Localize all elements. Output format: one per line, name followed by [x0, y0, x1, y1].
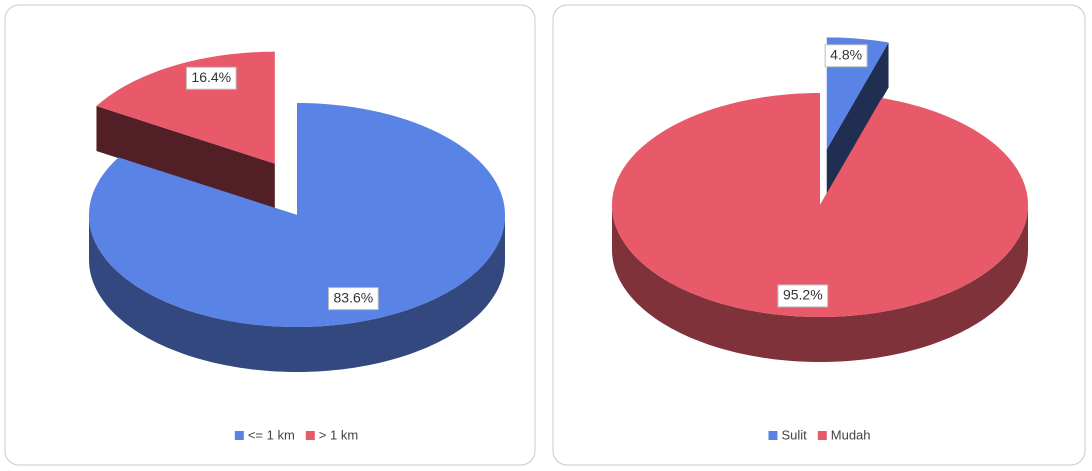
data-label: 4.8% [830, 46, 862, 62]
legend-swatch [768, 431, 778, 440]
slice [89, 103, 505, 327]
slice [612, 93, 1028, 317]
data-label: 95.2% [783, 287, 823, 303]
data-label-box [328, 287, 379, 311]
data-label: 83.6% [334, 289, 374, 305]
legend-label: Mudah [831, 427, 871, 442]
legend-swatch [305, 431, 315, 440]
legend-swatch [234, 431, 244, 440]
data-label-box [777, 284, 829, 308]
slice-wall [826, 42, 889, 195]
data-label-box [185, 66, 237, 90]
slice-wall [96, 106, 275, 209]
slice-side [89, 215, 505, 372]
legend-label: <= 1 km [248, 427, 295, 442]
legend-swatch [817, 431, 827, 440]
data-label-box [824, 44, 868, 68]
legend-label: > 1 km [319, 427, 358, 442]
legend-label: Sulit [781, 427, 807, 442]
data-label: 16.4% [191, 69, 231, 85]
slice-side [612, 205, 1028, 362]
